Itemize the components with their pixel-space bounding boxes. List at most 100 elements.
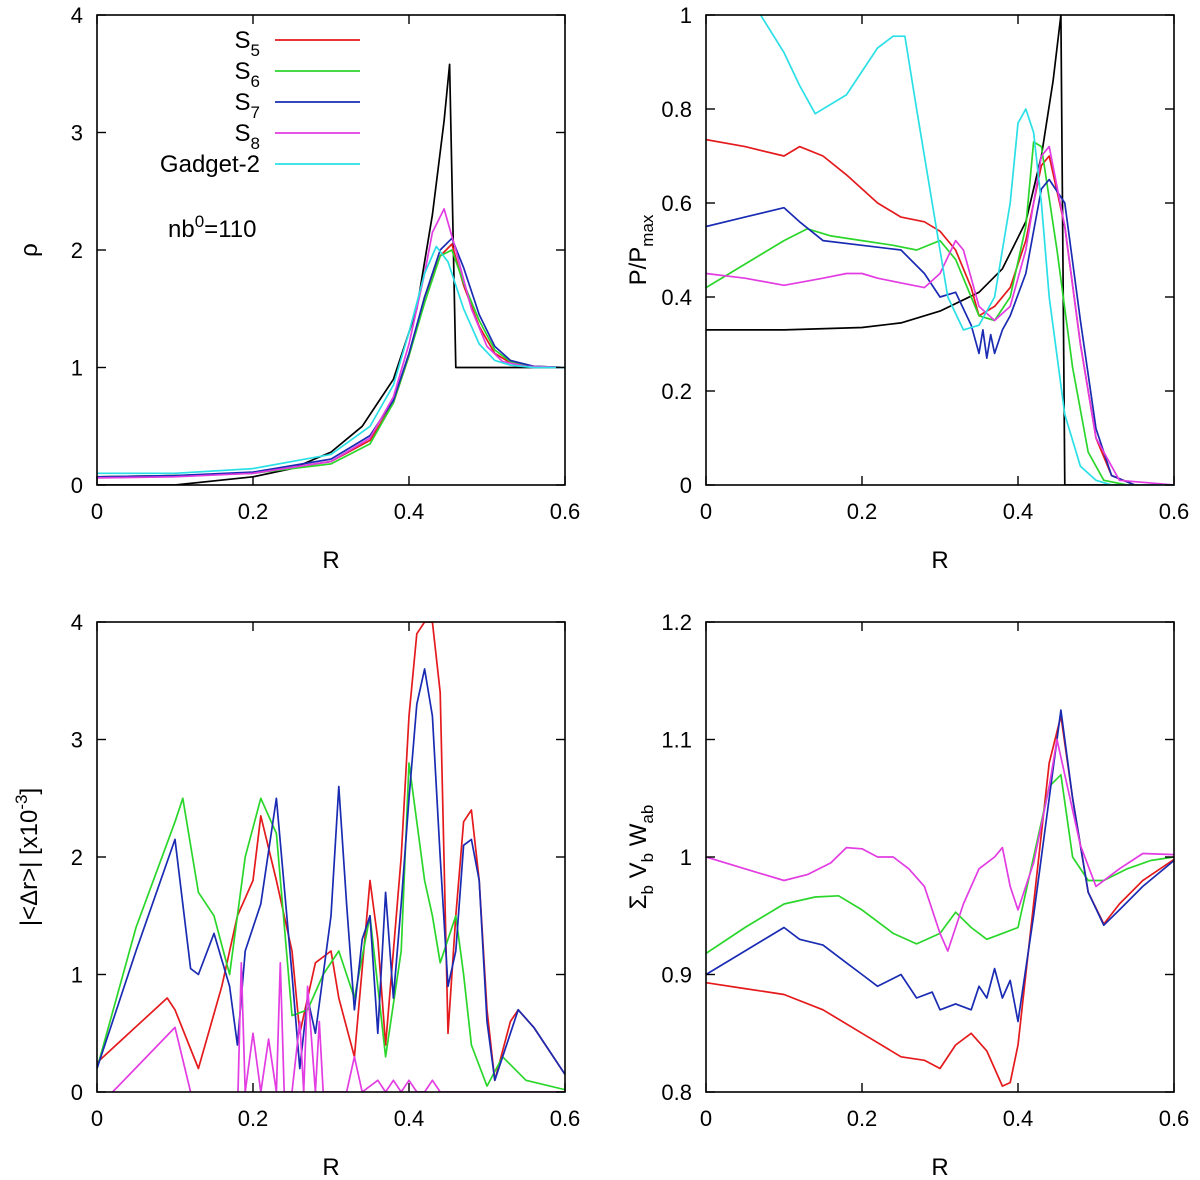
plot-frame (705, 621, 1175, 1093)
y-tick-label: 0.9 (661, 963, 692, 988)
y-label-part: P/P (625, 247, 652, 286)
x-tick-label: 0 (91, 1106, 103, 1131)
y-tick-label: 0.6 (661, 191, 692, 216)
y-tick-label: 0 (71, 473, 83, 498)
series-line-s8 (97, 208, 565, 479)
y-tick-label: 3 (71, 121, 83, 146)
x-tick-label: 0.6 (1159, 1106, 1190, 1131)
legend-label-base: S (235, 27, 251, 54)
series-line-s8 (706, 738, 1174, 952)
legend-label-gadget2: Gadget-2 (160, 151, 260, 178)
legend-label-s8: S8 (235, 120, 260, 153)
series-line-s7 (97, 668, 565, 1082)
y-tick-label: 1 (680, 845, 692, 870)
series-line-s7 (706, 709, 1174, 1023)
plot-frame (705, 14, 1175, 486)
x-tick-label: 0 (700, 1106, 712, 1131)
y-label-part: V (625, 862, 652, 885)
series-line-s5 (706, 715, 1174, 1087)
annotation-nb: nb0=110 (168, 212, 256, 243)
y-tick-label: 1.2 (661, 610, 692, 635)
y-label-sub: ab (638, 805, 657, 824)
y-label-sub: b (638, 853, 657, 862)
legend-label-sub: 8 (251, 134, 260, 153)
series-line-reference (97, 63, 565, 485)
series-line-gadget2 (97, 245, 565, 475)
legend-label-s7: S7 (235, 89, 260, 122)
y-tick-label: 0.8 (661, 1080, 692, 1105)
y-axis-label: P/Pmax (625, 214, 657, 285)
x-tick-label: 0.6 (550, 499, 581, 524)
x-tick-label: 0.4 (1003, 1106, 1034, 1131)
series-line-s6 (97, 762, 565, 1091)
legend-label-base: S (235, 89, 251, 116)
y-tick-label: 1 (71, 963, 83, 988)
legend-label-sub: 7 (251, 103, 260, 122)
series-group (97, 622, 565, 1092)
legend-label-base: S (235, 58, 251, 85)
annotation-sup: 0 (195, 212, 204, 231)
x-axis-label: R (322, 1154, 339, 1180)
series-group (706, 709, 1174, 1087)
x-tick-label: 0.2 (238, 499, 269, 524)
legend-label-base: S (235, 120, 251, 147)
series-line-s5 (706, 138, 1174, 485)
y-label-part: Σ (625, 895, 652, 910)
x-tick-label: 0.4 (394, 499, 425, 524)
y-tick-label: 3 (71, 728, 83, 753)
y-tick-label: 0.8 (661, 97, 692, 122)
y-label-part: W (625, 823, 652, 853)
y-tick-label: 4 (71, 3, 83, 28)
y-label-part: |<Δr>| [x10 (16, 810, 43, 927)
x-tick-label: 0.6 (1159, 499, 1190, 524)
x-tick-label: 0.2 (847, 1106, 878, 1131)
y-tick-label: 4 (71, 610, 83, 635)
y-tick-label: 2 (71, 845, 83, 870)
y-tick-label: 0.2 (661, 379, 692, 404)
series-line-s6 (706, 773, 1174, 955)
x-tick-label: 0 (91, 499, 103, 524)
x-tick-label: 0.2 (238, 1106, 269, 1131)
plot-frame (96, 14, 566, 486)
y-label-sup: -3 (12, 794, 31, 809)
series-line-s6 (97, 249, 565, 478)
pressure-panel: 0 0.2 0.4 0.6 0 0.2 0.4 0.6 0.8 1 R P/Pmax (625, 3, 1190, 574)
series-line-s8 (111, 961, 565, 1092)
volume-sum-panel: 0 0.2 0.4 0.6 0.8 0.9 1 1.1 1.2 R Σb Vb Wab (625, 610, 1189, 1180)
x-tick-label: 0 (700, 499, 712, 524)
x-axis-label: R (931, 1154, 948, 1180)
legend-label-s5: S5 (235, 27, 260, 60)
x-axis-label: R (931, 547, 948, 574)
annotation-base: nb (168, 216, 195, 243)
y-axis-label: |<Δr>| [x10-3] (12, 788, 43, 926)
legend-label-base: Gadget-2 (160, 151, 260, 178)
legend-label-sub: 6 (251, 72, 260, 91)
y-tick-label: 1 (71, 356, 83, 381)
x-axis-label: R (322, 547, 339, 574)
series-group (706, 15, 1174, 485)
legend-label-sub: 5 (251, 41, 260, 60)
x-tick-label: 0.4 (394, 1106, 425, 1131)
series-line-s7 (97, 237, 565, 478)
series-line-s6 (706, 141, 1174, 485)
x-tick-label: 0.4 (1003, 499, 1034, 524)
y-tick-label: 1.1 (661, 728, 692, 753)
annotation-rest: =110 (204, 216, 256, 243)
y-axis-label: ρ (16, 243, 43, 257)
series-line-s8 (706, 145, 1174, 485)
y-tick-label: 0 (680, 473, 692, 498)
y-label-sub: b (638, 885, 657, 894)
y-tick-label: 1 (680, 3, 692, 28)
y-label-tail: ] (16, 788, 43, 795)
series-group (97, 63, 565, 485)
y-tick-label: 0.4 (661, 285, 692, 310)
y-tick-label: 2 (71, 238, 83, 263)
y-axis-label: Σb Vb Wab (625, 805, 657, 910)
series-line-gadget2 (758, 15, 1174, 485)
series-line-s5 (97, 622, 565, 1082)
series-line-s7 (706, 178, 1174, 485)
plot-frame (96, 621, 566, 1093)
series-line-reference (706, 15, 1174, 485)
